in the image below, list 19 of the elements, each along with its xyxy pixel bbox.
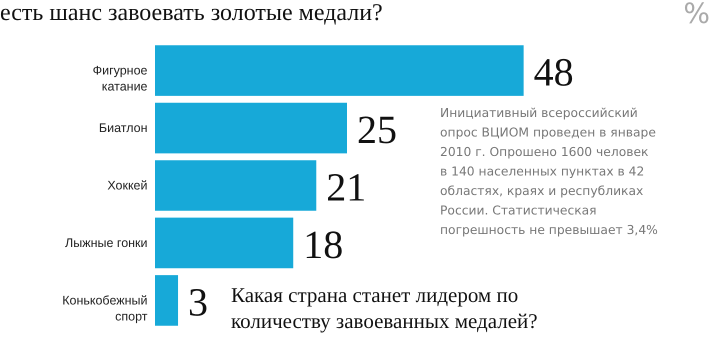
text: % [683, 0, 710, 30]
bar [155, 160, 316, 211]
bar [155, 102, 347, 154]
chart-title: есть шанс завоевать золотые медали? [0, 0, 383, 26]
annotation: Инициативный всероссийский опрос ВЦИОМ проведен в январе 2010 г. Опрошено 1600 человек в 140 населенных пунктах в 42 областях, краях и республиках России. Статистическая погрешность не превышает 3,4% [440, 106, 658, 237]
data-label: 25 [357, 107, 397, 152]
bar [155, 275, 178, 326]
y-tick-label: Биатлон [98, 121, 148, 136]
y-tick-label: Хоккей [107, 178, 148, 192]
bar [155, 45, 524, 96]
data-label: 48 [534, 50, 574, 95]
bar [155, 218, 294, 268]
annotation: Какая страна станет лидером по количеству завоеванных медалей? [231, 283, 538, 333]
data-label: 3 [188, 279, 208, 324]
data-label: 21 [326, 164, 366, 210]
y-tick-label: Фигурное катание [92, 64, 148, 94]
y-tick-label: Конькобежный спорт [62, 293, 148, 324]
y-tick-label: Лыжные гонки [65, 236, 148, 250]
data-label: 18 [303, 222, 344, 267]
